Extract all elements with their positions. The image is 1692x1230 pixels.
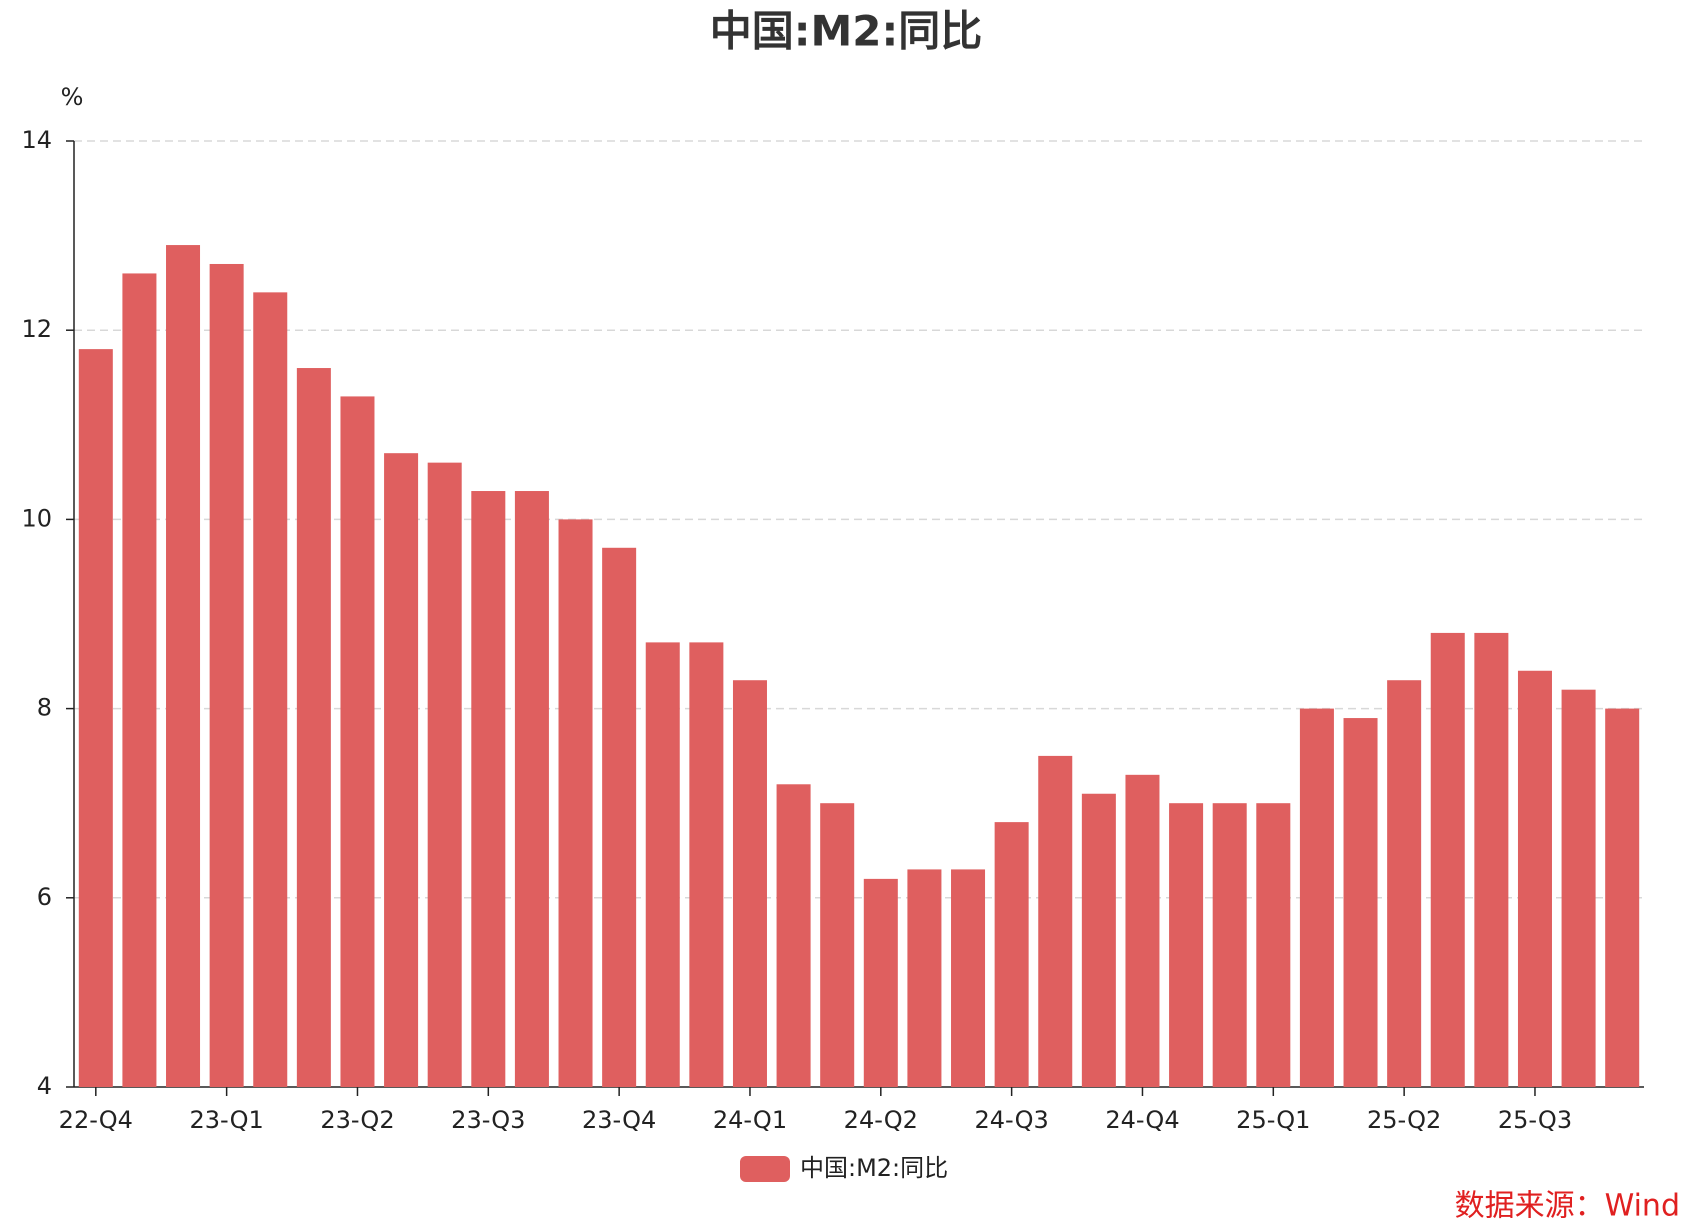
bar [951,869,986,1087]
y-tick-label: 8 [37,694,52,722]
bar [384,453,419,1087]
bar [602,547,637,1087]
x-tick-label: 23-Q3 [451,1106,525,1134]
x-tick-label: 23-Q4 [582,1106,656,1134]
bar [427,462,462,1087]
x-tick-label: 24-Q1 [713,1106,787,1134]
bar [1299,708,1334,1087]
legend-swatch [740,1156,790,1182]
y-tick-label: 14 [21,126,52,154]
y-tick-label: 6 [37,883,52,911]
bar [1125,774,1160,1087]
x-tick-label: 25-Q2 [1367,1106,1441,1134]
bar [1517,670,1552,1087]
x-tick-label: 25-Q3 [1498,1106,1572,1134]
bar [645,642,680,1087]
bar [471,491,506,1087]
bar [1169,803,1204,1087]
y-tick-label: 12 [21,315,52,343]
y-tick-label: 10 [21,504,52,532]
bar [166,245,201,1087]
source: 数据来源：Wind [1455,1189,1680,1224]
bar [1605,708,1640,1087]
bar [78,349,113,1087]
bar [1256,803,1291,1087]
x-tick-label: 23-Q2 [320,1106,394,1134]
bar [1081,793,1116,1087]
x-tick-label: 22-Q4 [59,1106,133,1134]
bar [1038,755,1073,1087]
bar [340,396,375,1087]
bar [689,642,724,1087]
x-tick-label: 24-Q3 [975,1106,1049,1134]
bar [558,519,593,1087]
bar [253,292,288,1087]
y-unit: % [61,83,84,111]
bar [907,869,942,1087]
bar [514,491,549,1087]
bar [1387,680,1422,1087]
bar [1561,689,1596,1087]
bar [1430,632,1465,1087]
bar [122,273,157,1087]
bar [296,368,331,1087]
x-tick-label: 25-Q1 [1236,1106,1310,1134]
chart-title: 中国:M2:同比 [710,7,983,56]
bar [1474,632,1509,1087]
bar [1212,803,1247,1087]
legend-label: 中国:M2:同比 [800,1154,948,1182]
bar [863,878,898,1087]
bar [776,784,811,1087]
bar [732,680,767,1087]
x-tick-label: 24-Q2 [844,1106,918,1134]
y-tick-label: 4 [37,1072,52,1100]
bar [209,263,244,1088]
x-tick-label: 24-Q4 [1105,1106,1179,1134]
x-tick-label: 23-Q1 [190,1106,264,1134]
bar [820,803,855,1087]
bar [994,822,1029,1087]
bar [1343,718,1378,1087]
